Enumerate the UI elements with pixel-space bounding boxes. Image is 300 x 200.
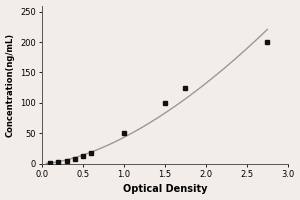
X-axis label: Optical Density: Optical Density <box>123 184 207 194</box>
Y-axis label: Concentration(ng/mL): Concentration(ng/mL) <box>6 33 15 137</box>
